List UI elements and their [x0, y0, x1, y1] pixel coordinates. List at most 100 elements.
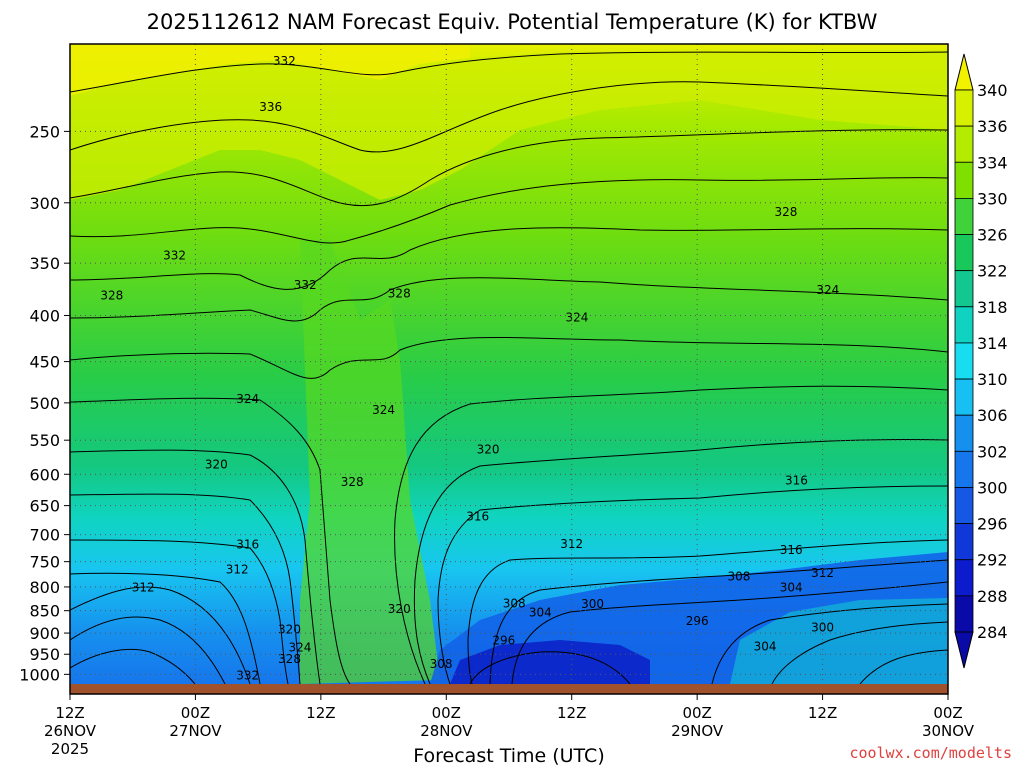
contour-label: 312 — [132, 580, 155, 594]
contour-label: 320 — [388, 602, 411, 616]
x-tick-hour: 12Z — [306, 704, 335, 722]
contour-label: 316 — [785, 474, 808, 488]
colorbar-label: 302 — [977, 442, 1008, 461]
y-tick-label: 850 — [29, 602, 60, 621]
colorbar-label: 326 — [977, 226, 1008, 245]
colorbar-label: 292 — [977, 551, 1008, 570]
y-tick-label: 950 — [29, 645, 60, 664]
contour-label: 324 — [816, 283, 839, 297]
colorbar: 340 336 334 330 326 322 318 314 310 306 302 300 296 2… — [954, 53, 1008, 669]
x-tick-hour: 12Z — [557, 704, 586, 722]
contour-lines — [70, 51, 948, 684]
y-tick-label: 450 — [29, 353, 60, 372]
y-tick-label: 400 — [29, 306, 60, 325]
y-tick-label: 700 — [29, 526, 60, 545]
contour-label: 316 — [780, 543, 803, 557]
y-tick-label: 550 — [29, 431, 60, 450]
x-tick-day: 29NOV — [671, 722, 724, 740]
field-region-low-warm-pool — [730, 598, 948, 684]
colorbar-label: 330 — [977, 189, 1008, 208]
contour-label: 304 — [754, 640, 777, 654]
colorbar-swatch — [954, 595, 974, 633]
colorbar-swatch — [954, 234, 974, 272]
x-tick-hour: 00Z — [181, 704, 210, 722]
contour-label: 328 — [278, 652, 301, 666]
contour-label: 312 — [226, 562, 249, 576]
y-tick-label: 750 — [29, 553, 60, 572]
colorbar-label: 334 — [977, 153, 1008, 172]
x-tick-year: 2025 — [51, 740, 89, 758]
contour-label: 304 — [780, 580, 803, 594]
colorbar-top-arrow — [954, 53, 974, 91]
colorbar-swatch — [954, 378, 974, 416]
grid-lines — [70, 44, 948, 684]
contour-label: 332 — [236, 669, 259, 683]
x-tick-hour: 12Z — [55, 704, 84, 722]
colorbar-swatch — [954, 559, 974, 597]
contour-label: 316 — [466, 509, 489, 523]
contour-label: 324 — [372, 403, 395, 417]
colorbar-label: 322 — [977, 262, 1008, 281]
colorbar-swatch — [954, 306, 974, 344]
contour-label: 332 — [163, 248, 186, 262]
y-tick-label: 300 — [29, 194, 60, 213]
y-tick-label: 600 — [29, 465, 60, 484]
y-tick-label: 250 — [29, 122, 60, 141]
contour-label: 316 — [236, 538, 259, 552]
contour-label: 296 — [686, 614, 709, 628]
contour-label: 300 — [581, 597, 604, 611]
contour-label: 312 — [811, 566, 834, 580]
contour-label: 296 — [492, 633, 515, 647]
contour-label: 328 — [100, 288, 123, 302]
contour-label: 328 — [388, 286, 411, 300]
y-tick-label: 1000 — [19, 665, 60, 684]
contour-label: 324 — [565, 310, 588, 324]
contour-labels: 3323363323283323283283243243243243203203… — [100, 54, 839, 682]
colorbar-label: 284 — [977, 623, 1008, 642]
colorbar-swatch — [954, 197, 974, 235]
field-region-lowest-theta — [450, 640, 650, 684]
contour-label: 328 — [775, 205, 798, 219]
y-axis: 250 300 350 400 450 500 550 600 650 700 750 800 850 9… — [19, 122, 70, 684]
x-tick-day: 27NOV — [169, 722, 222, 740]
y-tick-label: 900 — [29, 624, 60, 643]
contour-label: 336 — [259, 100, 282, 114]
contour-label: 320 — [205, 457, 228, 471]
colorbar-label: 340 — [977, 81, 1008, 100]
colorbar-bottom-arrow — [954, 631, 974, 669]
credit-text: coolwx.com/modelts — [849, 744, 1012, 762]
x-tick-hour: 00Z — [432, 704, 461, 722]
contour-label: 324 — [288, 641, 311, 655]
contour-label: 320 — [477, 442, 500, 456]
colorbar-swatch — [954, 414, 974, 452]
field-region-theta-336 — [70, 50, 948, 200]
colorbar-swatch — [954, 125, 974, 163]
colorbar-swatch — [954, 89, 974, 127]
y-tick-label: 650 — [29, 497, 60, 516]
contour-label: 320 — [278, 623, 301, 637]
plot-area: 3323363323283323283283243243243243203203… — [70, 44, 948, 684]
colorbar-label: 288 — [977, 587, 1008, 606]
colorbar-swatch — [954, 342, 974, 380]
contour-label: 328 — [341, 475, 364, 489]
x-tick-day: 28NOV — [420, 722, 473, 740]
colorbar-label: 310 — [977, 370, 1008, 389]
colorbar-label: 306 — [977, 406, 1008, 425]
contour-label: 332 — [273, 54, 296, 68]
colorbar-label: 314 — [977, 334, 1008, 353]
field-region-high-theta — [70, 44, 470, 96]
contour-label: 300 — [811, 620, 834, 634]
contour-label: 324 — [236, 392, 259, 406]
contour-label: 308 — [727, 570, 750, 584]
x-tick-hour: 12Z — [808, 704, 837, 722]
contour-label: 304 — [529, 606, 552, 620]
chart-title: 2025112612 NAM Forecast Equiv. Potential… — [147, 10, 878, 34]
contour-label: 332 — [294, 278, 317, 292]
colorbar-label: 296 — [977, 515, 1008, 534]
x-tick-day: 26NOV — [44, 722, 97, 740]
x-tick-day: 30NOV — [922, 722, 975, 740]
field-region-plume — [300, 240, 440, 684]
x-tick-hour: 00Z — [682, 704, 711, 722]
